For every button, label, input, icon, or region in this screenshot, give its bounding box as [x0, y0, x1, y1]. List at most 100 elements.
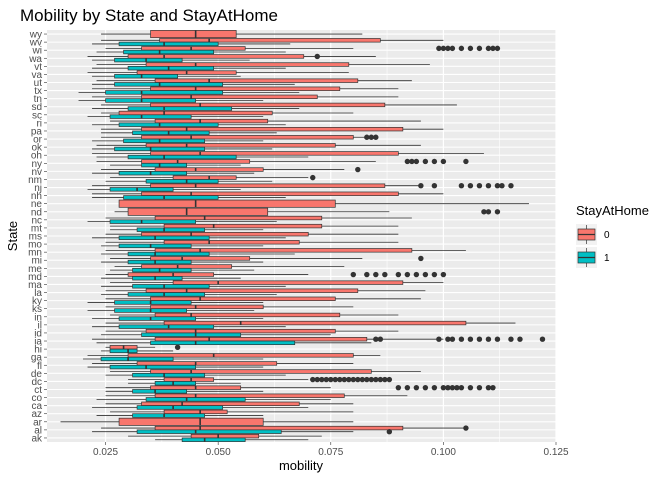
y-tick-label: ny: [31, 159, 42, 170]
box-ut-stayathome-1: [92, 82, 295, 87]
outlier-point: [364, 134, 370, 140]
box-co-stayathome-0: [105, 393, 408, 398]
y-tick-labels: akalarazcacoctdcdeflgahiiaidilinkskylama…: [28, 30, 47, 444]
outlier-point: [350, 271, 357, 278]
box-iqr: [141, 94, 318, 100]
box-iqr: [136, 429, 282, 434]
box-pa-stayathome-0: [101, 126, 444, 132]
y-tick-label: ut: [34, 78, 43, 89]
y-tick-label: nd: [31, 207, 42, 218]
box-iqr: [127, 272, 215, 277]
box-iqr: [141, 264, 233, 269]
outlier-point: [373, 336, 379, 342]
y-tick-label: wv: [29, 38, 42, 49]
y-tick-label: id: [34, 328, 42, 339]
box-ia-stayathome-0: [92, 336, 546, 342]
box-iqr: [132, 130, 210, 135]
outlier-point: [364, 376, 370, 383]
outlier-point: [368, 376, 375, 383]
box-iqr: [150, 340, 296, 346]
legend-title: StayAtHome: [576, 203, 649, 218]
box-mi-stayathome-0: [110, 255, 424, 262]
box-sd-stayathome-0: [101, 102, 457, 108]
box-iqr: [127, 251, 210, 257]
y-tick-label: ri: [36, 118, 42, 129]
box-ok-stayathome-1: [92, 146, 273, 152]
outlier-point: [386, 376, 393, 383]
outlier-point: [449, 45, 456, 52]
outlier-point: [476, 384, 483, 391]
outlier-point: [458, 45, 465, 52]
box-iqr: [150, 256, 251, 261]
outlier-point: [467, 183, 474, 189]
outlier-point: [445, 384, 451, 391]
outlier-point: [373, 271, 379, 278]
outlier-point: [467, 336, 474, 342]
x-tick-label: 0.050: [206, 447, 231, 458]
box-iqr: [150, 30, 237, 39]
box-iqr: [141, 162, 187, 168]
outlier-point: [431, 384, 438, 391]
box-iqr: [190, 433, 260, 439]
outlier-point: [422, 384, 429, 391]
box-iqr: [123, 195, 219, 200]
box-iqr: [145, 62, 350, 67]
y-tick-label: va: [31, 70, 42, 81]
box-nj-stayathome-0: [92, 183, 514, 189]
box-vt-stayathome-0: [96, 62, 430, 67]
x-tick-label: 0.075: [318, 447, 343, 458]
legend: StayAtHome 0 1: [576, 203, 649, 268]
box-iqr: [154, 248, 413, 253]
box-iqr: [141, 191, 399, 196]
outlier-point: [494, 209, 501, 215]
y-tick-label: la: [34, 288, 42, 299]
box-iqr: [118, 417, 264, 426]
box-iqr: [114, 300, 192, 305]
box-oh-stayathome-1: [96, 154, 309, 160]
box-ks-stayathome-1: [87, 308, 255, 313]
y-tick-label: nm: [28, 175, 42, 186]
box-nc-stayathome-0: [105, 215, 412, 221]
outlier-point: [458, 336, 465, 342]
box-wv-stayathome-1: [92, 41, 291, 47]
box-ok-stayathome-0: [96, 143, 421, 148]
outlier-point: [467, 384, 474, 391]
box-iqr: [109, 187, 174, 192]
outlier-point: [445, 336, 451, 342]
y-tick-label: de: [31, 369, 43, 380]
box-iqr: [118, 324, 215, 329]
box-ky-stayathome-0: [105, 296, 421, 301]
y-tick-label: wa: [28, 54, 42, 65]
box-ga-stayathome-1: [83, 356, 264, 362]
box-nh-stayathome-1: [92, 195, 286, 200]
box-tn-stayathome-0: [92, 94, 399, 100]
outlier-point: [409, 158, 415, 165]
outlier-point: [377, 376, 384, 383]
box-ky-stayathome-1: [87, 300, 264, 305]
box-md-stayathome-1: [101, 276, 241, 281]
outlier-point: [413, 158, 420, 165]
y-tick-label: ne: [31, 199, 43, 210]
box-iqr: [109, 219, 196, 224]
box-co-stayathome-1: [96, 397, 331, 402]
outlier-point: [404, 384, 411, 391]
box-iqr: [154, 381, 196, 386]
box-ga-stayathome-0: [87, 353, 381, 358]
outlier-point: [404, 158, 411, 165]
y-tick-label: wi: [32, 46, 42, 57]
outlier-point: [476, 45, 483, 52]
box-iqr: [127, 106, 233, 111]
box-me-stayathome-1: [110, 267, 255, 273]
x-tick-labels: 0.025 0.050 0.075 0.100 0.125: [93, 442, 569, 458]
box-iqr: [154, 118, 269, 124]
box-or-stayathome-0: [101, 134, 379, 140]
outlier-point: [373, 134, 379, 140]
box-iqr: [109, 364, 196, 370]
x-tick-label: 0.025: [93, 447, 118, 458]
box-iqr: [141, 46, 246, 51]
box-iqr: [150, 102, 386, 108]
box-fl-stayathome-0: [92, 361, 354, 366]
y-tick-label: mn: [28, 248, 42, 259]
box-id-stayathome-1: [101, 332, 331, 337]
